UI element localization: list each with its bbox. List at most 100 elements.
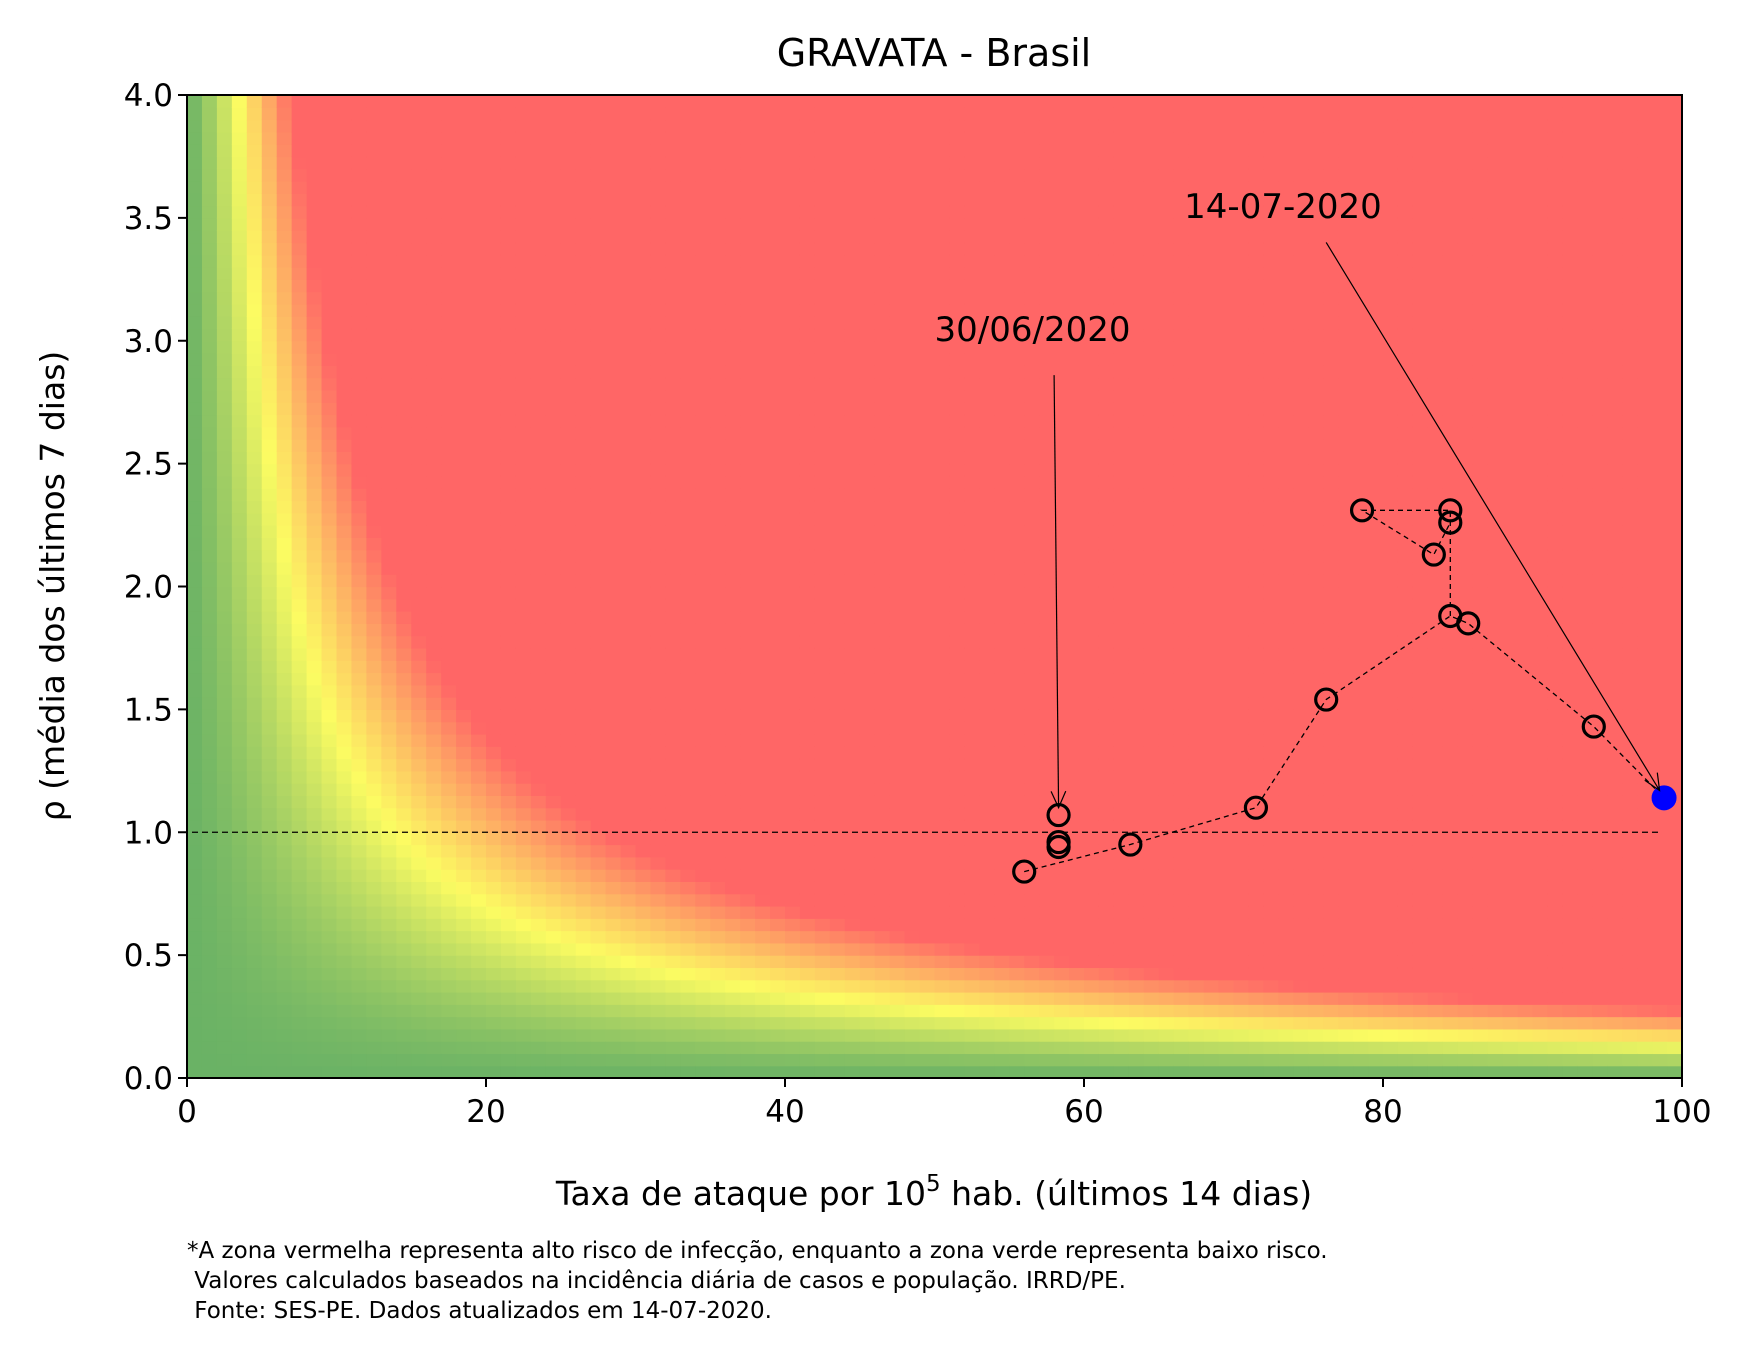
heatmap-cell <box>874 660 891 674</box>
heatmap-cell <box>665 844 681 858</box>
heatmap-cell <box>515 598 532 612</box>
heatmap-cell <box>486 389 502 403</box>
heatmap-cell <box>276 598 293 612</box>
heatmap-cell <box>919 168 936 182</box>
heatmap-cell <box>1039 1016 1055 1030</box>
heatmap-cell <box>187 131 203 145</box>
heatmap-cell <box>261 758 278 772</box>
heatmap-cell <box>545 905 562 919</box>
heatmap-cell <box>366 611 382 624</box>
heatmap-cell <box>366 672 382 686</box>
heatmap-cell <box>755 647 771 661</box>
heatmap-cell <box>351 930 367 944</box>
heatmap-cell <box>799 365 816 379</box>
heatmap-cell <box>725 439 741 452</box>
heatmap-cell <box>530 451 547 465</box>
heatmap-cell <box>680 647 696 661</box>
heatmap-cell <box>187 549 203 563</box>
heatmap-cell <box>725 979 741 993</box>
heatmap-cell <box>770 660 786 674</box>
heatmap-cell <box>859 647 876 661</box>
heatmap-cell <box>710 131 726 145</box>
heatmap-cell <box>441 168 457 182</box>
heatmap-cell <box>575 635 592 649</box>
heatmap-cell <box>620 561 637 575</box>
heatmap-cell <box>994 131 1010 145</box>
heatmap-cell <box>336 193 353 207</box>
heatmap-cell <box>560 463 577 477</box>
heatmap-cell <box>665 402 681 416</box>
heatmap-cell <box>1024 525 1040 538</box>
heatmap-cell <box>859 242 876 256</box>
heatmap-cell <box>590 254 607 268</box>
heatmap-cell <box>725 168 741 182</box>
heatmap-cell <box>1039 758 1055 772</box>
heatmap-cell <box>710 267 726 280</box>
heatmap-cell <box>650 181 666 194</box>
heatmap-cell <box>411 697 427 710</box>
heatmap-cell <box>1069 389 1085 403</box>
heatmap-cell <box>201 168 218 182</box>
heatmap-cell <box>246 758 263 772</box>
heatmap-cell <box>695 340 711 354</box>
heatmap-cell <box>979 1004 995 1018</box>
heatmap-cell <box>889 254 906 268</box>
heatmap-cell <box>979 930 995 944</box>
heatmap-cell <box>471 463 487 477</box>
heatmap-cell <box>336 905 353 919</box>
heatmap-cell <box>650 291 666 305</box>
heatmap-cell <box>785 402 801 416</box>
heatmap-cell <box>964 95 980 108</box>
heatmap-cell <box>351 242 367 256</box>
heatmap-cell <box>1069 181 1085 194</box>
heatmap-cell <box>441 795 457 809</box>
heatmap-cell <box>680 893 696 907</box>
heatmap-cell <box>530 647 547 661</box>
heatmap-cell <box>456 586 472 600</box>
heatmap-cell <box>1084 525 1100 538</box>
heatmap-cell <box>919 95 936 108</box>
heatmap-cell <box>1039 574 1055 588</box>
heatmap-cell <box>964 697 980 710</box>
heatmap-cell <box>441 205 457 219</box>
heatmap-cell <box>680 439 696 452</box>
heatmap-cell <box>710 574 726 588</box>
heatmap-cell <box>276 758 293 772</box>
heatmap-cell <box>695 303 711 317</box>
heatmap-cell <box>1084 807 1100 821</box>
heatmap-cell <box>590 807 607 821</box>
heatmap-cell <box>605 1053 622 1067</box>
heatmap-cell <box>979 561 995 575</box>
heatmap-cell <box>1069 721 1085 735</box>
heatmap-cell <box>486 967 502 981</box>
heatmap-cell <box>291 942 308 956</box>
heatmap-cell <box>545 611 562 624</box>
heatmap-cell <box>351 795 367 809</box>
heatmap-cell <box>351 1004 367 1018</box>
heatmap-cell <box>799 905 816 919</box>
heatmap-cell <box>859 303 876 317</box>
heatmap-cell <box>1098 783 1115 796</box>
heatmap-cell <box>336 623 353 637</box>
heatmap-cell <box>1024 181 1040 194</box>
heatmap-cell <box>650 144 666 158</box>
heatmap-cell <box>964 340 980 354</box>
heatmap-cell <box>530 905 547 919</box>
heatmap-cell <box>785 905 801 919</box>
heatmap-cell <box>545 721 562 735</box>
heatmap-cell <box>979 119 995 133</box>
heatmap-cell <box>216 979 233 993</box>
heatmap-cell <box>231 451 248 465</box>
heatmap-cell <box>829 684 846 698</box>
heatmap-cell <box>620 955 637 969</box>
heatmap-cell <box>904 881 921 895</box>
heatmap-cell <box>755 377 771 391</box>
heatmap-cell <box>560 881 577 895</box>
heatmap-cell <box>261 709 278 723</box>
heatmap-cell <box>829 721 846 735</box>
heatmap-cell <box>844 168 861 182</box>
heatmap-cell <box>575 254 592 268</box>
heatmap-cell <box>949 181 965 194</box>
heatmap-cell <box>1084 217 1100 231</box>
heatmap-cell <box>590 205 607 219</box>
